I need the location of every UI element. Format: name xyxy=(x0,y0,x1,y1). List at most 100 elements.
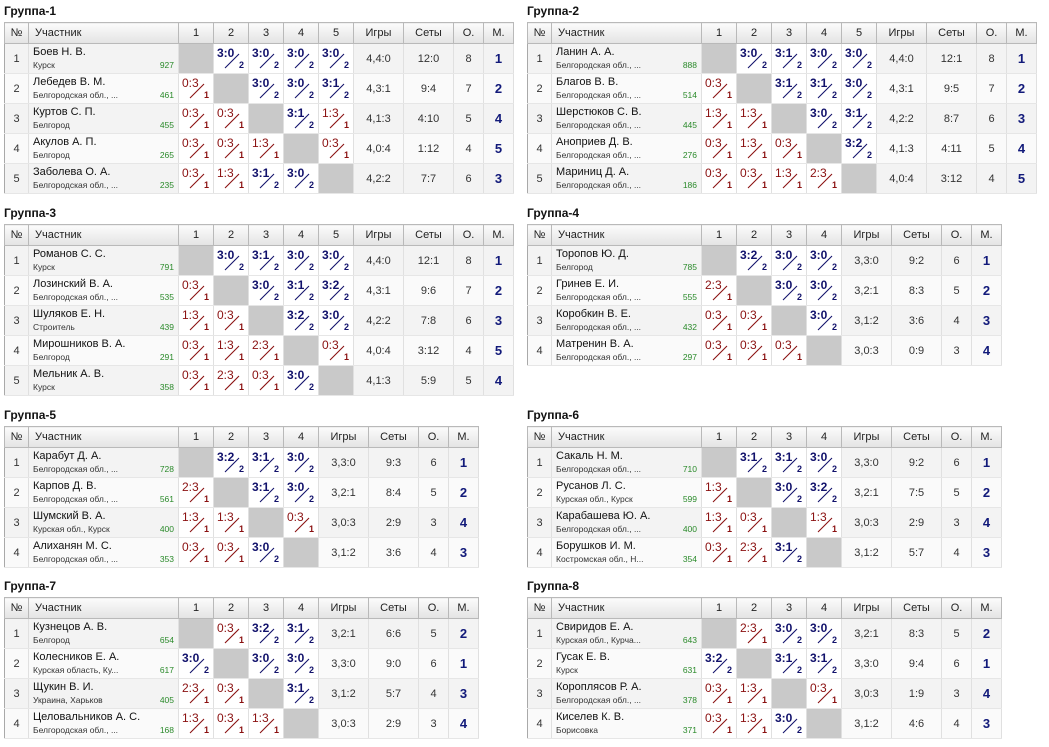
match-score-cell[interactable]: 3:0 2 xyxy=(771,477,807,508)
header-place[interactable]: М. xyxy=(1006,22,1037,44)
match-score-cell[interactable]: 3:2 2 xyxy=(701,648,737,679)
match-score-cell[interactable]: 0:3 1 xyxy=(178,73,214,104)
match-score-cell[interactable]: 3:0 2 xyxy=(736,43,772,74)
match-score-cell[interactable]: 3:1 2 xyxy=(771,43,807,74)
header-points[interactable]: О. xyxy=(941,224,972,246)
match-score-cell[interactable]: 3:0 2 xyxy=(248,648,284,679)
match-score-cell[interactable]: 3:0 2 xyxy=(213,43,249,74)
match-score-cell[interactable]: 3:0 2 xyxy=(213,245,249,276)
match-score-cell[interactable]: 3:0 2 xyxy=(248,73,284,104)
match-score-cell[interactable]: 0:3 1 xyxy=(736,335,772,366)
match-score-cell[interactable]: 0:3 1 xyxy=(213,618,249,649)
header-points[interactable]: О. xyxy=(453,224,484,246)
match-score-cell[interactable]: 1:3 1 xyxy=(318,103,354,134)
match-score-cell[interactable]: 3:0 2 xyxy=(771,275,807,306)
match-score-cell[interactable]: 0:3 1 xyxy=(701,537,737,568)
match-score-cell[interactable]: 0:3 1 xyxy=(213,103,249,134)
header-number[interactable]: № xyxy=(4,224,29,246)
header-sets[interactable]: Сеты xyxy=(368,426,419,448)
header-number[interactable]: № xyxy=(527,224,552,246)
match-score-cell[interactable]: 1:3 1 xyxy=(213,163,249,194)
match-score-cell[interactable]: 3:1 2 xyxy=(248,245,284,276)
header-player[interactable]: Участник xyxy=(28,426,179,448)
player-name[interactable]: Щукин В. И. xyxy=(33,681,94,693)
match-score-cell[interactable]: 3:1 2 xyxy=(248,477,284,508)
player-name[interactable]: Лебедев В. М. xyxy=(33,76,106,88)
match-score-cell[interactable]: 3:1 2 xyxy=(841,103,877,134)
player-name[interactable]: Русанов Л. С. xyxy=(556,480,626,492)
header-sets[interactable]: Сеты xyxy=(403,22,454,44)
match-score-cell[interactable]: 3:1 2 xyxy=(283,678,319,709)
match-score-cell[interactable]: 3:0 2 xyxy=(806,43,842,74)
match-score-cell[interactable]: 1:3 1 xyxy=(178,708,214,739)
match-score-cell[interactable]: 3:1 2 xyxy=(806,73,842,104)
header-games[interactable]: Игры xyxy=(318,597,369,619)
match-score-cell[interactable]: 0:3 1 xyxy=(771,335,807,366)
player-name[interactable]: Мирошников В. А. xyxy=(33,338,126,350)
player-cell[interactable]: Акулов А. П. Белгород 265 xyxy=(28,133,179,164)
header-place[interactable]: М. xyxy=(971,426,1002,448)
player-name[interactable]: Торопов Ю. Д. xyxy=(556,248,629,260)
player-name[interactable]: Аноприев Д. В. xyxy=(556,136,633,148)
player-cell[interactable]: Карпов Д. В. Белгородская обл., ... 561 xyxy=(28,477,179,508)
match-score-cell[interactable]: 3:0 2 xyxy=(283,245,319,276)
match-score-cell[interactable]: 1:3 1 xyxy=(701,507,737,538)
match-score-cell[interactable]: 2:3 1 xyxy=(248,335,284,366)
match-score-cell[interactable]: 0:3 1 xyxy=(178,163,214,194)
match-score-cell[interactable]: 3:0 2 xyxy=(841,73,877,104)
player-cell[interactable]: Алиханян М. С. Белгородская обл., ... 353 xyxy=(28,537,179,568)
match-score-cell[interactable]: 0:3 1 xyxy=(318,335,354,366)
player-cell[interactable]: Карабут Д. А. Белгородская обл., ... 728 xyxy=(28,447,179,478)
match-score-cell[interactable]: 0:3 1 xyxy=(701,163,737,194)
header-sets[interactable]: Сеты xyxy=(891,224,942,246)
header-player[interactable]: Участник xyxy=(551,597,702,619)
match-score-cell[interactable]: 1:3 1 xyxy=(736,133,772,164)
player-name[interactable]: Мариниц Д. А. xyxy=(556,166,630,178)
match-score-cell[interactable]: 3:1 2 xyxy=(248,163,284,194)
match-score-cell[interactable]: 2:3 1 xyxy=(806,163,842,194)
match-score-cell[interactable]: 1:3 1 xyxy=(701,103,737,134)
match-score-cell[interactable]: 1:3 1 xyxy=(806,507,842,538)
player-name[interactable]: Боев Н. В. xyxy=(33,46,86,58)
match-score-cell[interactable]: 2:3 1 xyxy=(701,275,737,306)
player-cell[interactable]: Карабашева Ю. А. Белгородская обл., ... 40… xyxy=(551,507,702,538)
match-score-cell[interactable]: 0:3 1 xyxy=(178,365,214,396)
match-score-cell[interactable]: 3:1 2 xyxy=(771,447,807,478)
match-score-cell[interactable]: 2:3 1 xyxy=(213,365,249,396)
match-score-cell[interactable]: 3:0 2 xyxy=(283,73,319,104)
header-games[interactable]: Игры xyxy=(841,224,892,246)
player-cell[interactable]: Колесников Е. А. Курская область, Ку... 61… xyxy=(28,648,179,679)
match-score-cell[interactable]: 3:0 2 xyxy=(318,305,354,336)
match-score-cell[interactable]: 3:0 2 xyxy=(283,447,319,478)
player-name[interactable]: Алиханян М. С. xyxy=(33,540,112,552)
match-score-cell[interactable]: 0:3 1 xyxy=(178,103,214,134)
match-score-cell[interactable]: 3:0 2 xyxy=(771,618,807,649)
player-cell[interactable]: Борушков И. М. Костромская обл., Н... 354 xyxy=(551,537,702,568)
match-score-cell[interactable]: 1:3 1 xyxy=(736,708,772,739)
player-name[interactable]: Колесников Е. А. xyxy=(33,651,120,663)
header-player[interactable]: Участник xyxy=(551,224,702,246)
player-cell[interactable]: Щукин В. И. Украина, Харьков 405 xyxy=(28,678,179,709)
player-cell[interactable]: Свиридов Е. А. Курская обл., Курча... 643 xyxy=(551,618,702,649)
player-name[interactable]: Матренин В. А. xyxy=(556,338,634,350)
match-score-cell[interactable]: 3:0 2 xyxy=(248,43,284,74)
player-name[interactable]: Борушков И. М. xyxy=(556,540,636,552)
player-name[interactable]: Шуляков Е. Н. xyxy=(33,308,106,320)
match-score-cell[interactable]: 2:3 1 xyxy=(736,618,772,649)
header-points[interactable]: О. xyxy=(418,426,449,448)
header-player[interactable]: Участник xyxy=(551,426,702,448)
match-score-cell[interactable]: 3:1 2 xyxy=(283,103,319,134)
header-place[interactable]: М. xyxy=(483,224,514,246)
player-cell[interactable]: Шумский В. А. Курская обл., Курск 400 xyxy=(28,507,179,538)
player-cell[interactable]: Русанов Л. С. Курская обл., Курск 599 xyxy=(551,477,702,508)
match-score-cell[interactable]: 3:1 2 xyxy=(771,73,807,104)
player-cell[interactable]: Гусак Е. В. Курск 631 xyxy=(551,648,702,679)
player-cell[interactable]: Мирошников В. А. Белгород 291 xyxy=(28,335,179,366)
player-cell[interactable]: Гринев Е. И. Белгородская обл., ... 555 xyxy=(551,275,702,306)
player-name[interactable]: Целовальников А. С. xyxy=(33,711,141,723)
player-name[interactable]: Свиридов Е. А. xyxy=(556,621,634,633)
header-place[interactable]: М. xyxy=(971,224,1002,246)
match-score-cell[interactable]: 0:3 1 xyxy=(213,305,249,336)
header-player[interactable]: Участник xyxy=(28,22,179,44)
match-score-cell[interactable]: 2:3 1 xyxy=(178,477,214,508)
